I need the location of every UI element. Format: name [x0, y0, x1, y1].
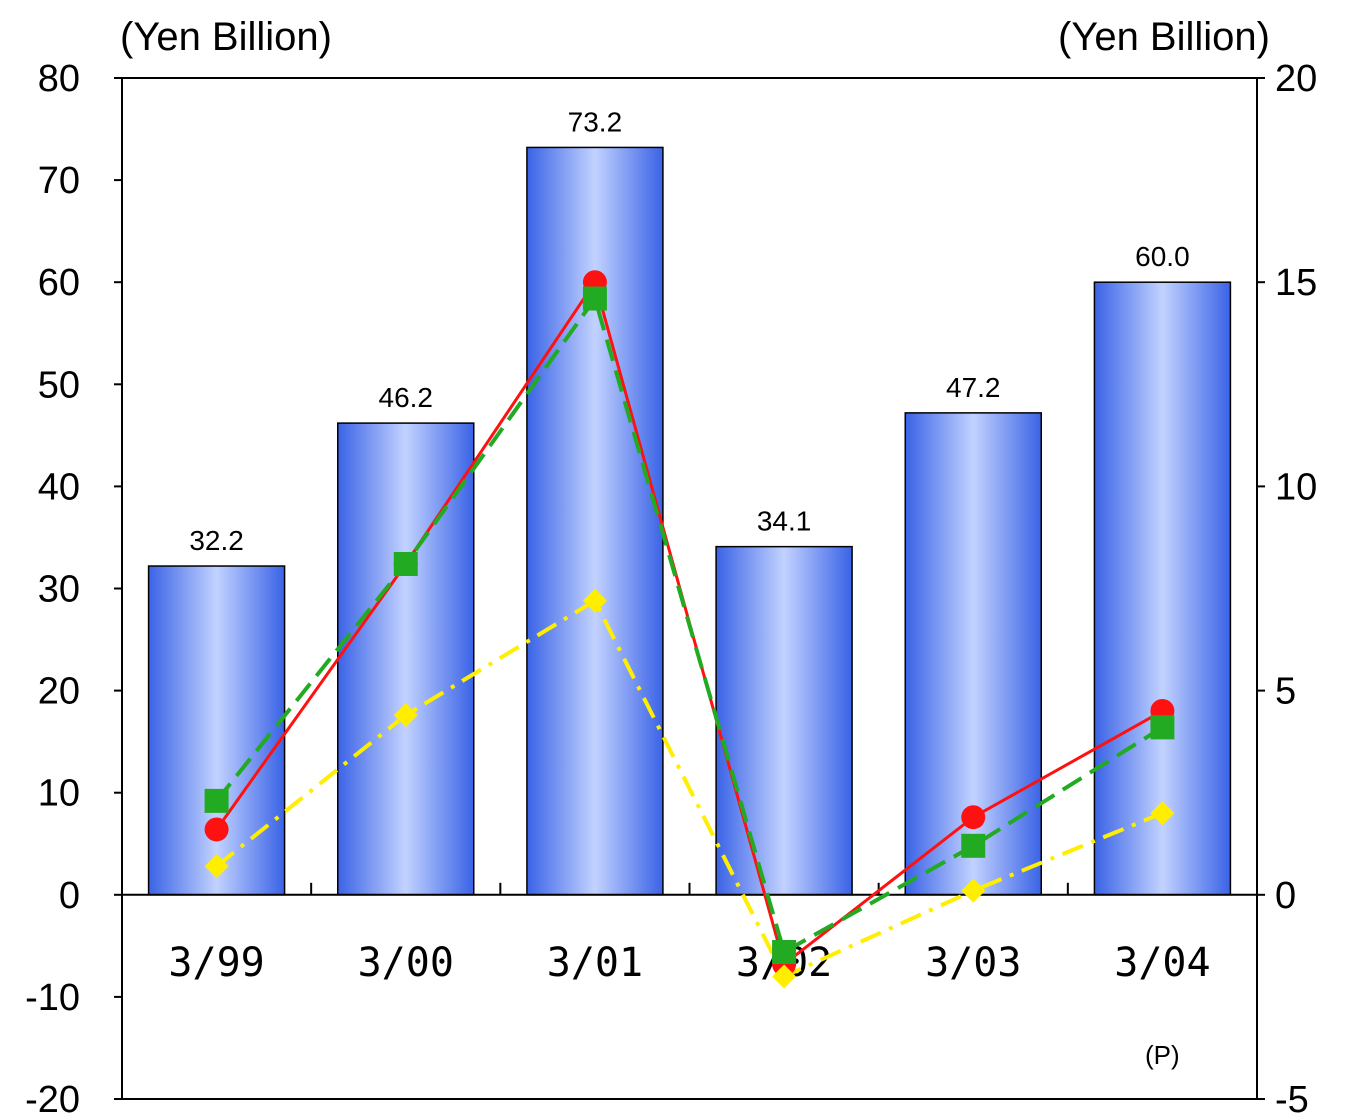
- bar-data-label: 32.2: [189, 525, 244, 556]
- bar: [715, 545, 853, 896]
- category-label: 3/04: [1114, 940, 1210, 986]
- category-labels: 3/993/003/013/023/033/04: [168, 940, 1210, 986]
- square-marker: [961, 833, 986, 858]
- right-tick-label: 5: [1275, 671, 1296, 713]
- circle-marker: [204, 817, 229, 842]
- bar-data-label: 34.1: [757, 506, 812, 537]
- bar: [147, 565, 286, 896]
- circle-marker: [961, 805, 986, 830]
- bar-data-label: 60.0: [1135, 241, 1190, 272]
- left-tick-label: 10: [38, 773, 80, 815]
- left-tick-label: 0: [59, 875, 80, 917]
- line-series: [204, 270, 1175, 989]
- plot-frame: [121, 77, 1258, 1100]
- bar: [337, 422, 475, 896]
- diamond-marker: [961, 878, 986, 903]
- diamond-marker: [204, 854, 229, 879]
- left-tick-label: 70: [38, 160, 80, 202]
- bar: [526, 146, 664, 896]
- diamond-marker: [393, 703, 418, 728]
- category-label: 3/99: [168, 940, 264, 986]
- category-label: 3/03: [925, 940, 1021, 986]
- diamond-marker: [582, 588, 607, 613]
- right-tick-label: -5: [1275, 1079, 1309, 1117]
- bar-data-labels: 32.2 46.2 73.2 34.1 47.2 60.0: [189, 106, 1189, 556]
- bar: [1093, 281, 1232, 896]
- category-label: 3/01: [547, 940, 643, 986]
- left-tick-label: -20: [25, 1079, 80, 1117]
- left-tick-label: 20: [38, 671, 80, 713]
- series-line: [215, 294, 1164, 955]
- right-tick-label: 20: [1275, 58, 1317, 100]
- left-axis: 80 70 60 50 40 30 20 10 0 -10 -20: [25, 58, 122, 1117]
- right-tick-label: 15: [1275, 262, 1317, 304]
- left-tick-label: 30: [38, 569, 80, 611]
- square-marker: [393, 551, 418, 576]
- left-tick-label: 60: [38, 262, 80, 304]
- bar-series: [147, 146, 1232, 896]
- bar-data-label: 73.2: [568, 106, 623, 137]
- category-label: 3/00: [358, 940, 454, 986]
- left-tick-label: 50: [38, 364, 80, 406]
- left-axis-unit: (Yen Billion): [120, 15, 332, 59]
- diamond-marker: [772, 964, 797, 989]
- square-marker: [204, 788, 229, 813]
- square-marker: [582, 286, 607, 311]
- bar-data-label: 47.2: [946, 372, 1001, 403]
- right-axis: 20 15 10 5 0 -5: [1257, 58, 1317, 1117]
- right-tick-label: 10: [1275, 466, 1317, 508]
- left-tick-label: 40: [38, 466, 80, 508]
- left-tick-label: 80: [38, 58, 80, 100]
- square-marker: [1150, 715, 1175, 740]
- bar-data-label: 46.2: [379, 382, 434, 413]
- square-marker: [772, 939, 797, 964]
- series-line: [215, 597, 1164, 980]
- right-axis-unit: (Yen Billion): [1058, 15, 1270, 59]
- diamond-marker: [1150, 801, 1175, 826]
- category-ticks: [310, 882, 1069, 895]
- right-tick-label: 0: [1275, 875, 1296, 917]
- left-tick-label: -10: [25, 977, 80, 1019]
- projection-note: (P): [1145, 1040, 1180, 1070]
